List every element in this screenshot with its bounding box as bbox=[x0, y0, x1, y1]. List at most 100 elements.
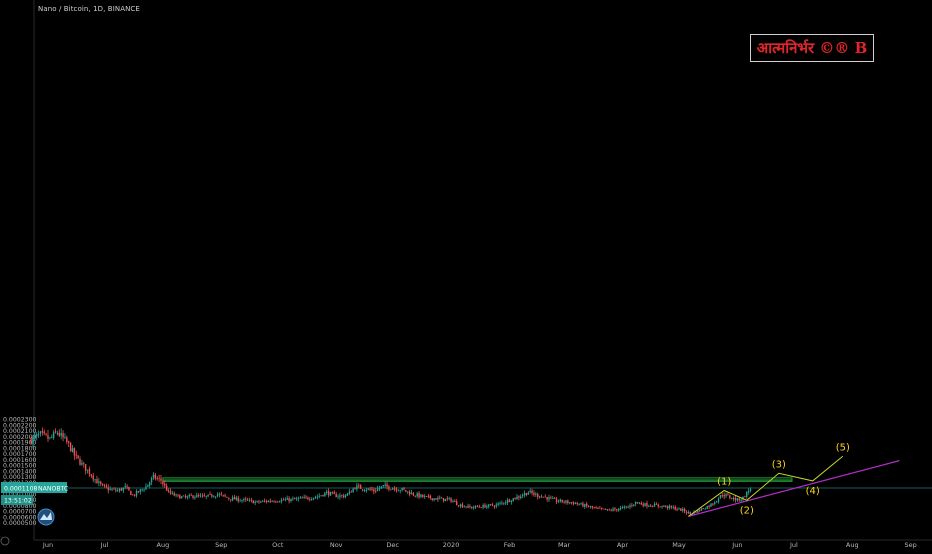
candle-body bbox=[101, 483, 104, 486]
candle-body bbox=[237, 497, 239, 502]
candle-body bbox=[706, 506, 708, 509]
candle-body bbox=[54, 431, 57, 433]
candle-body bbox=[414, 495, 416, 497]
candle-body bbox=[34, 435, 36, 437]
x-tick-label: Jul bbox=[789, 541, 798, 549]
candle-body bbox=[333, 492, 335, 495]
candle-body bbox=[51, 436, 53, 438]
candle-body bbox=[544, 496, 546, 498]
candle-body bbox=[194, 497, 196, 499]
candle-body bbox=[399, 490, 401, 492]
candle-body bbox=[625, 506, 627, 508]
candle-body bbox=[585, 503, 588, 506]
candle-body bbox=[429, 495, 432, 499]
candle-body bbox=[518, 496, 520, 498]
candle-body bbox=[365, 490, 368, 491]
candle-body bbox=[708, 505, 710, 507]
candle-body bbox=[164, 483, 166, 486]
candle-body bbox=[480, 507, 482, 509]
candle-body bbox=[160, 478, 162, 481]
candle-body bbox=[213, 496, 215, 498]
candle-body bbox=[655, 503, 658, 505]
candle-body bbox=[595, 507, 597, 509]
candle-body bbox=[589, 506, 592, 508]
chart-title: Nano / Bitcoin, 1D, BINANCE bbox=[38, 5, 140, 13]
candle-body bbox=[391, 488, 394, 490]
candle-body bbox=[425, 495, 428, 497]
candle-body bbox=[239, 500, 241, 502]
x-tick-label: Oct bbox=[272, 541, 284, 549]
candle-body bbox=[47, 435, 49, 439]
candle-body bbox=[303, 497, 305, 499]
candle-body bbox=[92, 475, 94, 480]
y-tick-label: 0.0001300 bbox=[3, 474, 37, 481]
candle-body bbox=[277, 501, 279, 503]
candle-body bbox=[584, 504, 586, 507]
candle-body bbox=[408, 491, 411, 495]
candle-body bbox=[105, 485, 108, 488]
candle-body bbox=[439, 497, 441, 499]
candle-body bbox=[295, 498, 298, 500]
candle-body bbox=[216, 494, 219, 497]
trendline bbox=[688, 460, 900, 517]
candle-body bbox=[540, 496, 543, 498]
candle-body bbox=[676, 509, 678, 511]
candle-body bbox=[725, 494, 727, 497]
candle-body bbox=[175, 494, 177, 496]
wave-label: (5) bbox=[836, 442, 850, 453]
candle-body bbox=[83, 463, 85, 465]
candle-body bbox=[689, 511, 691, 514]
candle-body bbox=[427, 495, 430, 497]
candle-body bbox=[403, 488, 405, 490]
candle-body bbox=[612, 508, 614, 511]
candle-body bbox=[666, 506, 669, 509]
price-tag bbox=[1, 482, 67, 494]
candle-body bbox=[501, 502, 503, 504]
x-tick-label: Apr bbox=[617, 541, 629, 549]
candle-body bbox=[682, 508, 684, 511]
candle-body bbox=[224, 495, 226, 497]
candle-body bbox=[310, 498, 313, 500]
candle-body bbox=[407, 491, 409, 493]
candle-body bbox=[734, 498, 737, 501]
candle-body bbox=[275, 501, 277, 503]
candle-body bbox=[521, 495, 524, 497]
candle-body bbox=[297, 498, 300, 500]
candle-body bbox=[525, 493, 528, 495]
logo-mountain-icon bbox=[40, 512, 52, 520]
countdown-tag bbox=[1, 495, 33, 506]
candle-body bbox=[523, 493, 526, 496]
candle-body bbox=[77, 455, 79, 459]
candle-body bbox=[553, 498, 556, 499]
candle-body bbox=[39, 431, 42, 434]
candle-body bbox=[162, 481, 164, 485]
wave-label: (4) bbox=[806, 486, 820, 497]
candle-body bbox=[482, 504, 484, 508]
candle-body bbox=[444, 498, 447, 502]
candle-body bbox=[446, 498, 449, 500]
candle-body bbox=[695, 511, 697, 513]
candle-body bbox=[116, 490, 119, 492]
candle-body bbox=[484, 504, 486, 508]
candle-body bbox=[674, 506, 676, 510]
candle-body bbox=[665, 505, 667, 507]
candle-body bbox=[437, 497, 439, 500]
candle-body bbox=[258, 501, 260, 503]
candle-body bbox=[373, 489, 375, 492]
x-tick-label: Dec bbox=[386, 541, 399, 549]
candle-body bbox=[248, 499, 251, 501]
candle-body bbox=[214, 496, 217, 498]
candle-body bbox=[489, 504, 492, 506]
candle-body bbox=[371, 489, 373, 491]
candle-body bbox=[486, 506, 488, 508]
candle-body bbox=[320, 495, 322, 497]
candle-body bbox=[124, 485, 126, 487]
candle-body bbox=[651, 505, 654, 507]
candle-body bbox=[702, 508, 705, 509]
candle-body bbox=[156, 478, 158, 480]
candle-body bbox=[704, 508, 707, 510]
candle-body bbox=[346, 493, 349, 496]
candle-body bbox=[456, 501, 458, 506]
